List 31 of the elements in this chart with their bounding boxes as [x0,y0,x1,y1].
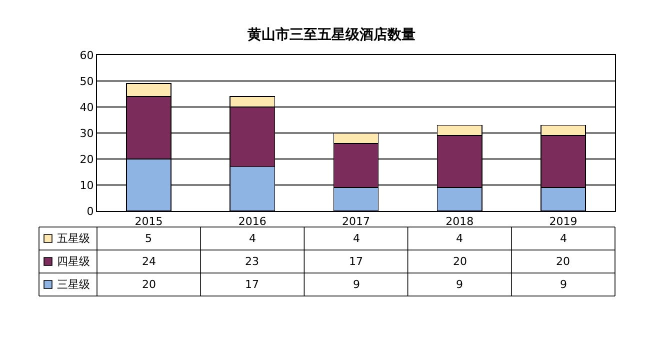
data-label: 20 [453,255,467,268]
data-label: 4 [560,232,567,245]
y-tick-label: 20 [80,152,94,166]
legend-label: 五星级 [57,232,90,245]
data-label: 17 [349,255,363,268]
x-tick-label: 2015 [134,215,163,228]
data-label: 9 [456,278,463,291]
y-tick-label: 50 [80,74,94,88]
data-label: 4 [353,232,360,245]
data-label: 4 [456,232,463,245]
x-tick-label: 2017 [342,215,370,228]
data-label: 23 [245,255,259,268]
data-label: 24 [142,255,156,268]
data-label: 20 [556,255,570,268]
data-label: 5 [145,232,152,245]
data-label: 9 [353,278,360,291]
y-tick-label: 0 [86,204,94,218]
x-tick-label: 2016 [238,215,266,228]
y-tick-label: 60 [80,48,94,62]
chart-title: 黄山市三至五星级酒店数量 [246,26,416,43]
y-tick-label: 30 [80,126,94,140]
data-label: 4 [249,232,256,245]
y-tick-label: 10 [80,178,94,192]
data-label: 20 [142,278,156,291]
y-tick-label: 40 [80,100,94,114]
x-tick-label: 2019 [549,215,578,228]
data-label: 17 [245,278,259,291]
legend-label: 四星级 [57,255,90,268]
x-tick-label: 2018 [446,215,474,228]
legend-label: 三星级 [57,278,90,291]
data-label: 9 [560,278,567,291]
